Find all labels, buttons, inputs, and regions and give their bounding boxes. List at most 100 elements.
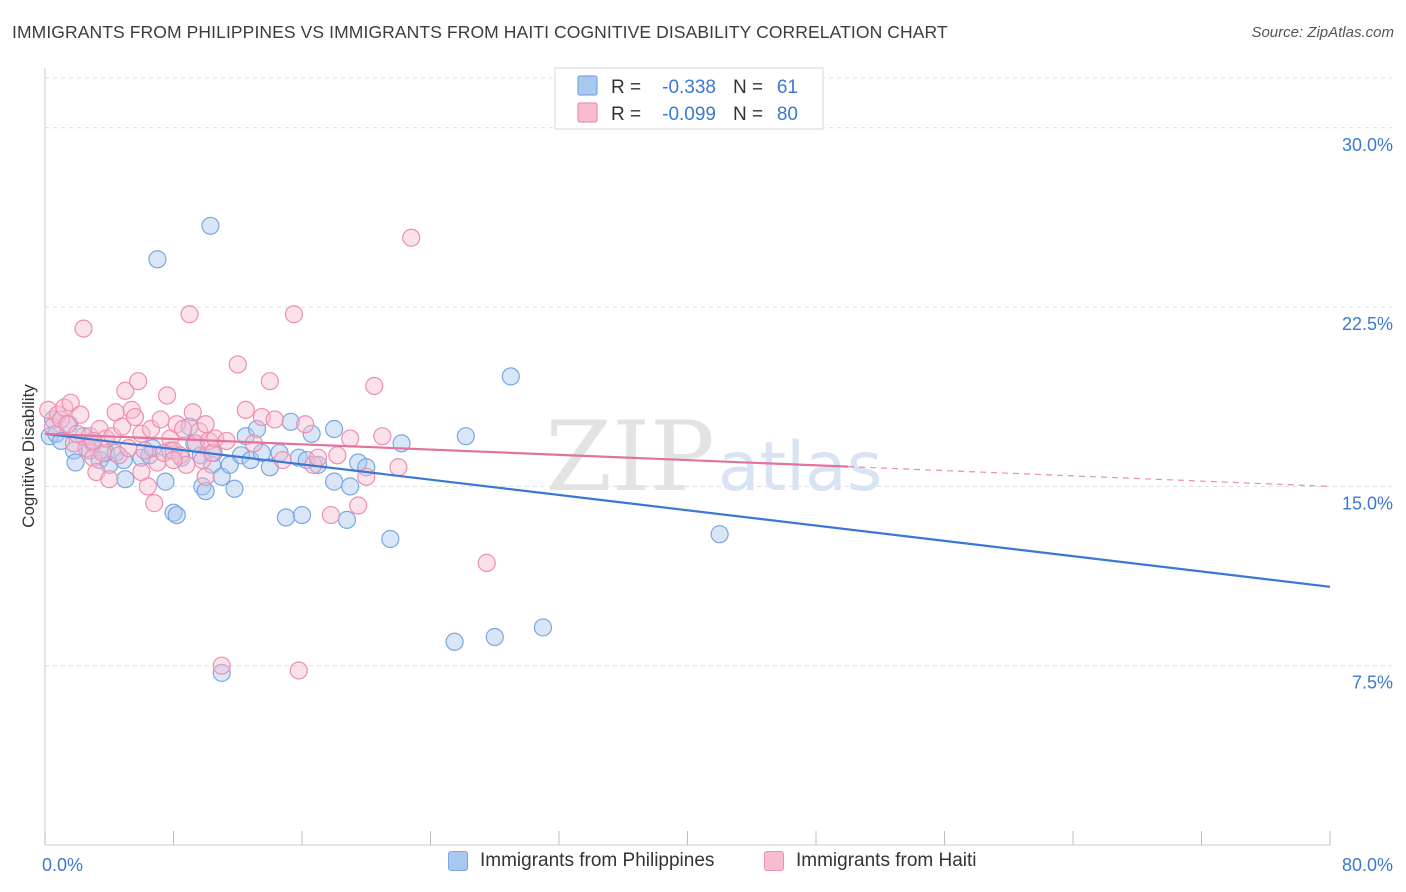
philippines-point [116, 470, 135, 489]
trend-lines [44, 432, 1331, 588]
haiti-point [402, 228, 421, 247]
haiti-point [196, 415, 215, 434]
legend-swatch-haiti [764, 851, 784, 871]
haiti-point [308, 448, 328, 467]
haiti-point [164, 450, 183, 470]
haiti-point [284, 305, 304, 324]
philippines-point [381, 529, 400, 549]
y-tick-label: 7.5% [1352, 673, 1393, 693]
philippines-trend-line [44, 432, 1331, 588]
haiti-point [61, 393, 80, 412]
x-tick-label: 80.0% [1342, 855, 1393, 875]
series-legend: Immigrants from Philippines Immigrants f… [0, 850, 1406, 880]
y-tick-label: 22.5% [1342, 314, 1393, 334]
philippines-point [247, 419, 267, 439]
philippines-point [302, 424, 321, 443]
philippines-point [156, 472, 175, 491]
philippines-point [225, 479, 244, 498]
haiti-point [196, 467, 215, 486]
x-tick-label: 0.0% [42, 855, 83, 875]
philippines-point [337, 510, 357, 529]
legend-swatch-philippines [448, 851, 468, 871]
haiti-point [116, 381, 135, 400]
legend-r-label: R = [611, 104, 641, 125]
haiti-point [349, 496, 368, 515]
haiti-point [228, 355, 247, 374]
haiti-point [273, 450, 292, 470]
haiti-point [328, 446, 347, 465]
philippines-point [456, 427, 475, 446]
philippines-point [341, 477, 360, 496]
haiti-point [289, 661, 308, 680]
haiti-point [100, 470, 119, 489]
data-points [39, 216, 729, 682]
philippines-point [445, 632, 464, 651]
haiti-point [321, 505, 341, 525]
haiti-point [145, 494, 164, 513]
legend-n-label: N = [733, 104, 763, 125]
haiti-point [109, 446, 128, 465]
y-tick-label: 30.0% [1342, 135, 1393, 155]
haiti-point [183, 403, 202, 422]
haiti-point [71, 405, 90, 424]
legend-n-label: N = [733, 77, 763, 98]
haiti-point [180, 305, 199, 324]
haiti-point [129, 372, 148, 391]
legend-r-label: R = [611, 77, 641, 98]
axes: 7.5% 15.0% 22.5% 30.0% 0.0% 80.0% [42, 68, 1393, 875]
haiti-point [125, 407, 145, 427]
haiti-point [58, 415, 77, 434]
legend-item-philippines[interactable]: Immigrants from Philippines [448, 850, 714, 872]
y-axis-label: Cognitive Disability [19, 384, 38, 528]
haiti-point [74, 319, 93, 338]
philippines-point [212, 663, 231, 682]
haiti-point [112, 417, 132, 436]
chart-title: IMMIGRANTS FROM PHILIPPINES VS IMMIGRANT… [12, 22, 948, 42]
watermark-atlas: atlas [718, 428, 882, 507]
gridlines [45, 77, 1392, 667]
philippines-point [66, 453, 85, 472]
philippines-point [164, 503, 183, 522]
haiti-point [260, 372, 279, 391]
philippines-point [292, 505, 312, 525]
haiti-point [341, 429, 360, 448]
philippines-point [201, 216, 220, 235]
legend-n-value: 61 [777, 77, 798, 98]
philippines-point [501, 367, 520, 386]
philippines-point [196, 482, 215, 501]
philippines-point [325, 472, 344, 491]
legend-n-value: 80 [777, 104, 798, 125]
stats-legend: R = -0.338 N = 61 R = -0.099 N = 80 [554, 67, 824, 130]
haiti-point [365, 376, 384, 396]
legend-r-value: -0.338 [662, 77, 716, 98]
haiti-point [373, 427, 392, 446]
philippines-point [167, 505, 186, 525]
legend-label-haiti: Immigrants from Haiti [796, 850, 977, 871]
philippines-point [485, 627, 504, 647]
haiti-trend-line [44, 432, 849, 468]
legend-r-value: -0.099 [662, 104, 716, 125]
haiti-point [212, 656, 231, 675]
haiti-point [157, 386, 177, 405]
legend-swatch-blue [577, 75, 598, 96]
philippines-point [325, 419, 344, 439]
legend-item-haiti[interactable]: Immigrants from Haiti [764, 850, 977, 872]
haiti-trend-line-dashed [848, 466, 1331, 487]
haiti-point [236, 400, 255, 419]
philippines-point [276, 508, 296, 527]
haiti-point [477, 553, 496, 572]
haiti-point [174, 419, 193, 439]
haiti-point [265, 410, 284, 429]
legend-label-philippines: Immigrants from Philippines [480, 850, 715, 871]
philippines-point [533, 618, 553, 637]
legend-swatch-pink [577, 102, 598, 123]
haiti-point [389, 458, 408, 477]
haiti-point [206, 429, 225, 448]
philippines-point [710, 525, 729, 544]
y-tick-label: 15.0% [1342, 493, 1393, 513]
philippines-point [148, 250, 167, 269]
haiti-point [296, 415, 315, 434]
haiti-point [151, 410, 170, 429]
source-credit: Source: ZipAtlas.com [1251, 24, 1394, 41]
